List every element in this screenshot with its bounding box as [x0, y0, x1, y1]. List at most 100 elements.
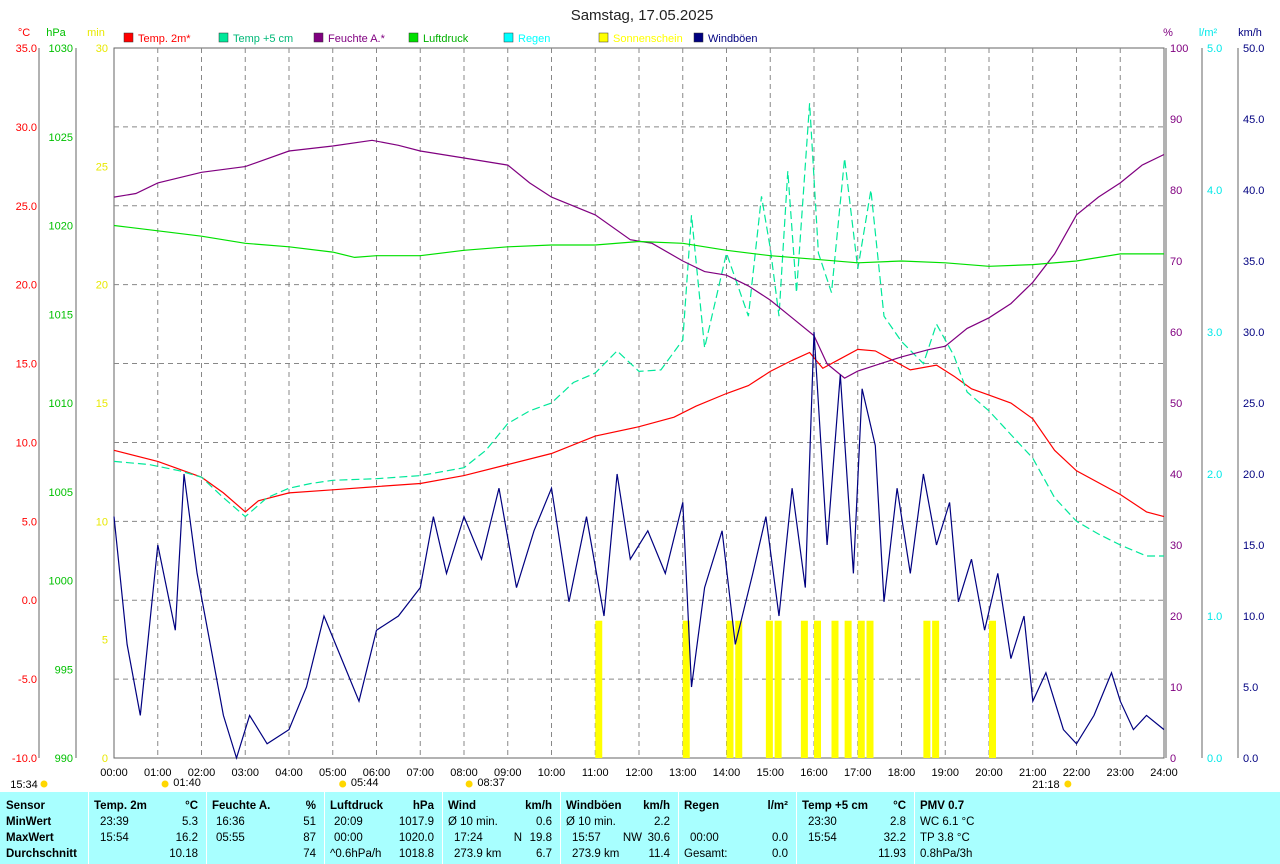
sun-icon [161, 780, 169, 788]
stats-label-min: MinWert [6, 816, 52, 828]
sunshine-bar [866, 620, 874, 758]
stats-gust-distance: 273.9 km [572, 848, 620, 860]
stats-press-max: 1020.0 [398, 832, 434, 844]
x-tick-label: 13:00 [669, 767, 697, 779]
stats-sensor-header: Sensor [6, 800, 45, 812]
axis-tick-label: 5 [102, 635, 108, 647]
axis-tick-label: 0.0 [22, 595, 37, 607]
stats-rain-max-time: 00:00 [690, 832, 719, 844]
axis-tick-label: 35.0 [1243, 256, 1264, 268]
x-tick-label: 02:00 [188, 767, 216, 779]
stats-temp-unit: °C [185, 800, 198, 812]
axis-tick-label: 15 [96, 398, 108, 410]
axis-tick-label: 60 [1170, 327, 1182, 339]
stats-col-rain: Regen l/m² 00:00 0.0 Gesamt: 0.0 [684, 792, 792, 864]
axis-tick-label: 5.0 [1243, 682, 1258, 694]
series-windb-en [113, 331, 1165, 761]
stats-wind-distance: 273.9 km [454, 848, 502, 860]
axis-tick-label: 1015 [49, 309, 73, 321]
sunshine-bar [844, 620, 852, 758]
sunshine-bar [726, 620, 734, 758]
x-tick-label: 23:00 [1106, 767, 1134, 779]
legend-label: Sonnenschein [613, 33, 683, 45]
stats-temp-min: 5.3 [182, 816, 198, 828]
axis-tick-label: 1025 [49, 132, 73, 144]
axis-tick-label: 35.0 [16, 43, 37, 55]
legend-swatch [408, 32, 419, 43]
x-tick-label: 17:00 [844, 767, 872, 779]
x-tick-label: 08:00 [450, 767, 478, 779]
stats-col-pmv: PMV 0.7 WC 6.1 °C TP 3.8 °C 0.8hPa/3h [920, 792, 1040, 864]
legend-label: Regen [518, 33, 550, 45]
stats-hum-avg: 74 [303, 848, 316, 860]
axis-tick-label: 995 [55, 664, 73, 676]
stats-hum-min-time: 16:36 [216, 816, 245, 828]
x-tick-label: 09:00 [494, 767, 522, 779]
stats-t5-min-time: 23:30 [808, 816, 837, 828]
stats-wind-min: 0.6 [536, 816, 552, 828]
x-tick-label: 21:00 [1019, 767, 1047, 779]
stats-temp-max: 16.2 [175, 832, 198, 844]
weather-chart: Samstag, 17.05.2025 Temp. 2m* Temp +5 cm F… [10, 7, 1264, 791]
x-tick-label: 00:00 [100, 767, 128, 779]
sunshine-bar [800, 620, 808, 758]
legend-swatch [693, 32, 704, 43]
sunshine-bar [595, 620, 603, 758]
legend-swatch [598, 32, 609, 43]
axis-tick-label: 45.0 [1243, 114, 1264, 126]
stats-gust-min: 2.2 [654, 816, 670, 828]
stats-press-max-time: 00:00 [334, 832, 363, 844]
sun-event-label: 15:34 [10, 779, 38, 791]
stats-t5-unit: °C [893, 800, 906, 812]
x-tick-label: 20:00 [975, 767, 1003, 779]
stats-t5-max-time: 15:54 [808, 832, 837, 844]
axis-tick-label: -10.0 [12, 753, 37, 765]
axis-tick-label: 50 [1170, 398, 1182, 410]
axis-tick-label: 4.0 [1207, 185, 1222, 197]
stats-press-trend: ^0.6hPa/h [330, 848, 382, 860]
sun-event-label: 08:37 [477, 777, 505, 789]
axis-tick-label: 25.0 [16, 201, 37, 213]
series-feuchte-a [113, 139, 1165, 379]
axis-tick-label: 30 [96, 43, 108, 55]
stats-pmv-header: PMV 0.7 [920, 800, 965, 812]
axis-tick-label: 30.0 [16, 122, 37, 134]
legend-label: Temp. 2m* [138, 33, 191, 45]
chart-legend: Temp. 2m* Temp +5 cm Feuchte A.* Luftdruck R… [123, 32, 758, 45]
stats-col-sensor: Sensor MinWert MaxWert Durchschnitt [6, 792, 88, 864]
axis-tick-label: 10.0 [16, 437, 37, 449]
axis-tick-label: 5.0 [22, 516, 37, 528]
chart-title: Samstag, 17.05.2025 [571, 7, 714, 24]
stats-t5-avg: 11.93 [878, 848, 906, 860]
stats-col-gust: Windböen km/h Ø 10 min. 2.2 15:57 NW 30.6 27… [566, 792, 674, 864]
axis-tick-label: 10 [96, 516, 108, 528]
stats-col-hum: Feuchte A.% 16:36 51 05:55 87 74 [212, 792, 320, 864]
stats-col-t5: Temp +5 cm °C 23:30 2.8 15:54 32.2 11.93 [802, 792, 910, 864]
stats-temp-header: Temp. 2m [94, 800, 147, 812]
sun-event-label: 01:40 [173, 777, 201, 789]
stats-pmv-tp: TP 3.8 °C [920, 832, 970, 844]
legend-swatch [313, 32, 324, 43]
axis-tick-label: 10.0 [1243, 611, 1264, 623]
stats-gust-min-label: Ø 10 min. [566, 816, 616, 828]
stats-press-min: 1017.9 [398, 816, 434, 828]
x-tick-label: 06:00 [363, 767, 391, 779]
sunshine-bar [831, 620, 839, 758]
stats-wind-max: 19.8 [529, 832, 552, 844]
axis-tick-label: 2.0 [1207, 469, 1222, 481]
legend-swatch [123, 32, 134, 43]
stats-gust-max-time: 15:57 [572, 832, 601, 844]
axis-tick-label: 1030 [49, 43, 73, 55]
stats-gust-unit: km/h [643, 800, 670, 812]
sun-icon [1064, 780, 1072, 788]
axis-tick-label: 1.0 [1207, 611, 1222, 623]
x-tick-label: 03:00 [231, 767, 259, 779]
stats-temp-max-time: 15:54 [100, 832, 129, 844]
axis-tick-label: 990 [55, 753, 73, 765]
stats-pmv-trend: 0.8hPa/3h [920, 848, 973, 860]
sun-icon [40, 780, 48, 788]
stats-wind-min-label: Ø 10 min. [448, 816, 498, 828]
stats-temp-min-time: 23:39 [100, 816, 129, 828]
x-tick-label: 19:00 [931, 767, 959, 779]
axis-tick-label: 0 [1170, 753, 1176, 765]
